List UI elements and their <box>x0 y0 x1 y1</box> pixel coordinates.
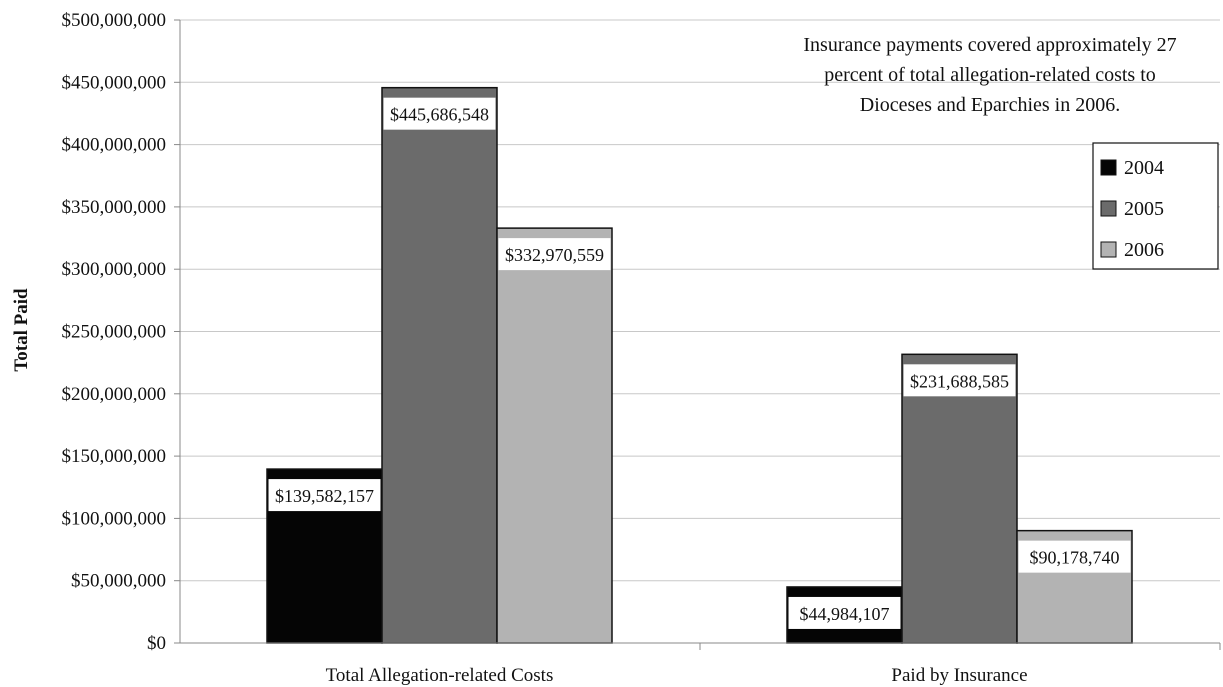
data-labels: $139,582,157 $445,686,548 $332,970,559 $44,… <box>268 97 1131 629</box>
x-category-label-1: Paid by Insurance <box>891 665 1027 686</box>
data-label-2004-1: $44,984,107 <box>800 604 890 624</box>
annotation-line-1: percent of total allegation-related cost… <box>824 64 1156 86</box>
data-label-box-2006-0 <box>498 238 611 271</box>
legend-swatch-2005 <box>1100 200 1117 217</box>
data-label-2005-1: $231,688,585 <box>910 371 1009 391</box>
annotation: Insurance payments covered approximately… <box>803 34 1176 116</box>
y-tick-label-4: $200,000,000 <box>62 384 167 405</box>
data-label-box-2005-1 <box>903 364 1016 397</box>
y-tick-label-5: $250,000,000 <box>62 322 167 343</box>
y-tick-label-1: $50,000,000 <box>71 571 166 592</box>
legend-swatch-2006 <box>1100 241 1117 258</box>
y-tick-label-8: $400,000,000 <box>62 135 167 156</box>
y-tick-label-0: $0 <box>147 633 166 654</box>
data-label-box-2005-0 <box>383 97 496 130</box>
y-axis-ticks: $0 $50,000,000 $100,000,000 $150,000,000 $20… <box>62 10 180 654</box>
legend-label-2005: 2005 <box>1124 198 1164 220</box>
data-label-2006-1: $90,178,740 <box>1030 548 1120 568</box>
data-label-2004-0: $139,582,157 <box>275 486 374 506</box>
y-tick-label-3: $150,000,000 <box>62 446 167 467</box>
y-axis-label: Total Paid <box>11 288 32 372</box>
bar-2005-1 <box>901 353 1018 644</box>
legend-swatch-2004 <box>1100 159 1117 176</box>
data-label-box-2006-1 <box>1018 540 1131 573</box>
data-label-box-2004-0 <box>268 479 381 512</box>
y-tick-label-7: $350,000,000 <box>62 197 167 218</box>
bar-2005-0 <box>381 86 498 644</box>
legend: 2004 2005 2006 <box>1092 142 1219 270</box>
annotation-line-2: Dioceses and Eparchies in 2006. <box>860 94 1120 116</box>
data-label-2005-0: $445,686,548 <box>390 105 489 125</box>
y-tick-label-9: $450,000,000 <box>62 72 167 93</box>
x-axis-categories: Total Allegation-related Costs Paid by In… <box>326 643 1221 686</box>
data-label-2006-0: $332,970,559 <box>505 245 604 265</box>
y-tick-label-2: $100,000,000 <box>62 508 167 529</box>
legend-label-2006: 2006 <box>1124 239 1164 261</box>
data-label-box-2004-1 <box>788 596 901 629</box>
legend-label-2004: 2004 <box>1124 157 1164 179</box>
y-tick-label-10: $500,000,000 <box>62 10 167 31</box>
annotation-line-0: Insurance payments covered approximately… <box>803 34 1176 56</box>
y-tick-label-6: $300,000,000 <box>62 259 167 280</box>
bar-2006-0 <box>496 227 613 644</box>
x-category-label-0: Total Allegation-related Costs <box>326 665 554 686</box>
